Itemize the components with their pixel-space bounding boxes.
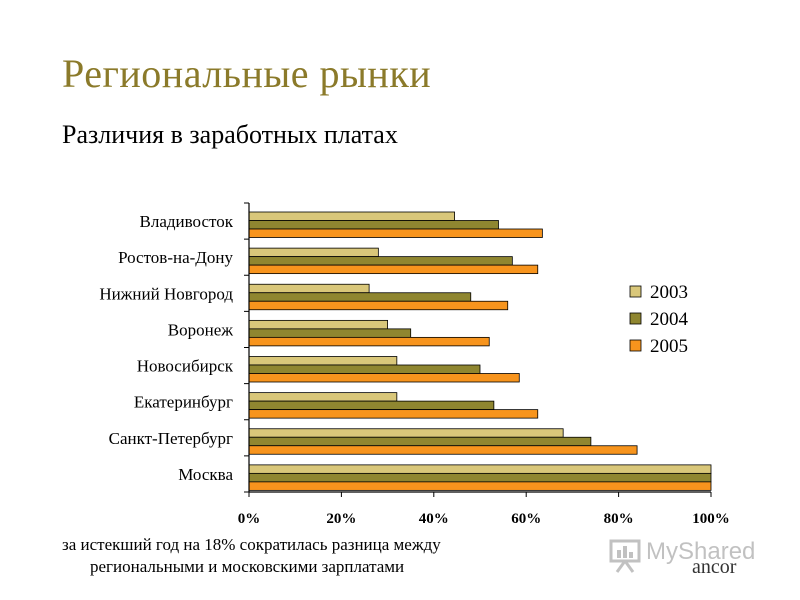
legend-label-2004: 2004: [650, 309, 689, 330]
category-label: Екатеринбург: [134, 393, 233, 412]
x-tick-label: 20%: [326, 511, 356, 527]
brand-logo-text: ancor: [692, 556, 737, 578]
presentation-board-icon: [609, 539, 641, 573]
bar-2005-4: [248, 336, 490, 347]
bar-2004-6: [248, 400, 495, 411]
x-tick-label: 60%: [511, 511, 541, 527]
bar-2004-5: [248, 364, 481, 374]
bar-2003-1: [248, 211, 455, 221]
slide-subtitle: Различия в заработных платах: [62, 120, 398, 149]
category-label: Воронеж: [168, 320, 233, 339]
bar-2003-4: [248, 319, 389, 330]
legend-swatch-2003: [629, 285, 642, 298]
x-tick-label: 100%: [692, 511, 730, 527]
category-label: Санкт-Петербург: [109, 429, 233, 448]
category-label: Москва: [178, 465, 233, 484]
bar-2005-8: [248, 481, 712, 491]
bar-2005-6: [248, 409, 539, 419]
bar-2003-6: [248, 392, 398, 402]
bar-2004-8: [248, 472, 712, 483]
category-label: Новосибирск: [137, 357, 234, 376]
bar-2003-5: [248, 356, 398, 366]
watermark-text: MyShared: [646, 538, 756, 565]
watermark: MyShared: [608, 536, 778, 580]
bar-2003-7: [248, 428, 564, 438]
legend-swatch-2005: [629, 339, 642, 352]
legend-label-2005: 2005: [650, 336, 688, 357]
category-label: Ростов-на-Дону: [118, 248, 233, 267]
bar-2004-2: [248, 256, 513, 266]
bar-2003-8: [248, 464, 712, 474]
x-tick-label: 40%: [419, 511, 449, 527]
bar-2003-2: [248, 247, 379, 258]
x-tick-label: 80%: [604, 511, 634, 527]
caption-line-1: за истекший год на 18% сократилась разни…: [62, 535, 441, 554]
legend-label-2003: 2003: [650, 282, 688, 303]
bar-2005-5: [248, 373, 520, 383]
slide-title: Региональные рынки: [62, 51, 432, 96]
category-label: Нижний Новгород: [99, 284, 233, 303]
bar-2003-3: [248, 283, 370, 294]
bar-2005-7: [248, 445, 638, 455]
legend-swatch-2004: [629, 312, 642, 325]
bar-2004-1: [248, 220, 499, 230]
bar-2005-3: [248, 300, 509, 311]
caption-line-2: региональными и московскими зарплатами: [90, 557, 405, 576]
caption: за истекший год на 18% сократилась разни…: [62, 534, 582, 578]
bar-2005-2: [248, 264, 539, 275]
bar-2004-7: [248, 436, 592, 447]
bar-2005-1: [248, 228, 543, 238]
category-label: Владивосток: [140, 212, 234, 231]
x-tick-label: 0%: [238, 511, 261, 527]
bar-2004-4: [248, 328, 412, 338]
bar-2004-3: [248, 292, 472, 302]
